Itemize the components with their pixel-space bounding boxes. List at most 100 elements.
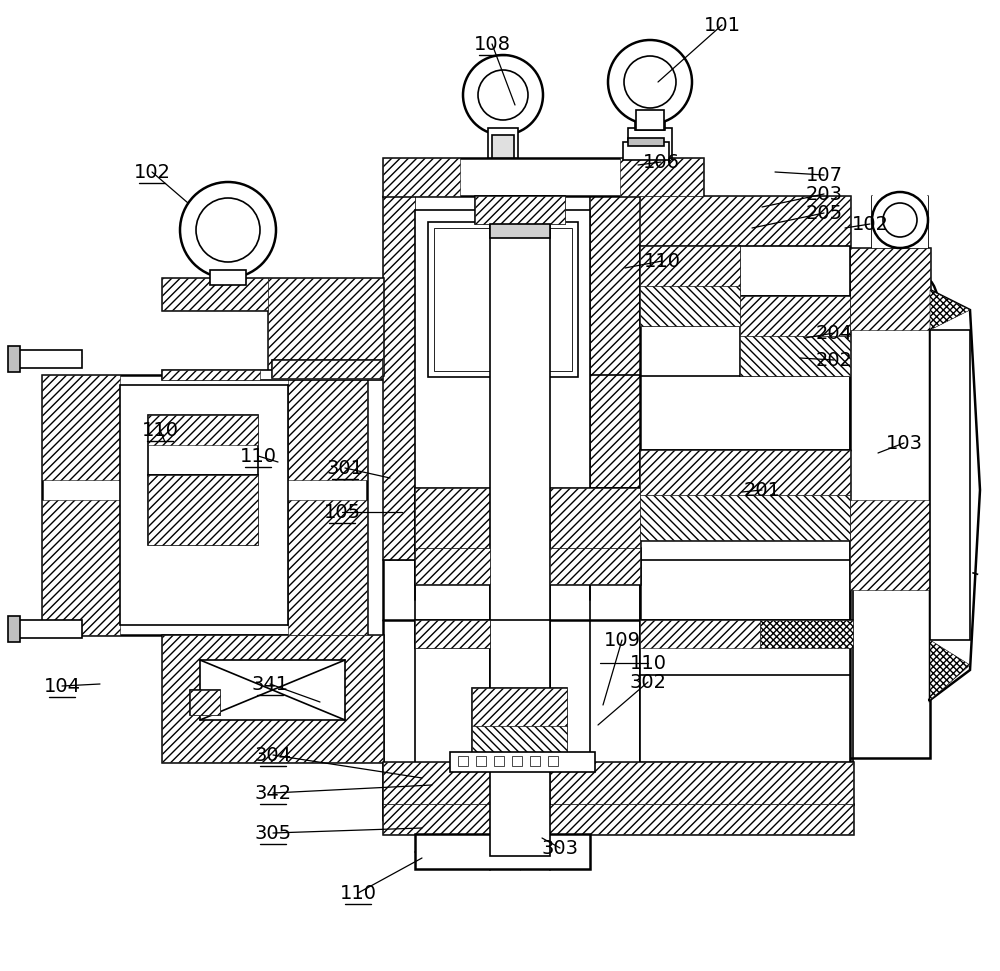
Polygon shape xyxy=(383,804,853,834)
Bar xyxy=(272,360,382,378)
Text: 301: 301 xyxy=(326,458,364,478)
Text: 102: 102 xyxy=(852,215,889,233)
Text: 110: 110 xyxy=(240,447,276,465)
Circle shape xyxy=(478,70,528,120)
Polygon shape xyxy=(268,278,383,375)
Bar xyxy=(494,756,504,766)
Bar xyxy=(415,834,590,869)
Bar xyxy=(472,688,567,763)
Polygon shape xyxy=(850,248,930,330)
Circle shape xyxy=(883,203,917,237)
Polygon shape xyxy=(550,488,640,548)
Bar xyxy=(640,648,850,762)
Text: 104: 104 xyxy=(44,677,80,695)
Bar xyxy=(8,346,20,372)
Polygon shape xyxy=(475,196,565,224)
Polygon shape xyxy=(42,375,120,480)
Polygon shape xyxy=(162,635,383,762)
Text: 304: 304 xyxy=(254,746,292,764)
Bar xyxy=(434,228,572,371)
Bar xyxy=(450,752,595,772)
Polygon shape xyxy=(148,475,258,545)
Bar xyxy=(512,756,522,766)
Polygon shape xyxy=(190,690,220,715)
Text: 205: 205 xyxy=(805,204,843,222)
Polygon shape xyxy=(640,196,850,246)
Text: 305: 305 xyxy=(254,823,292,843)
Polygon shape xyxy=(760,620,853,648)
Text: 105: 105 xyxy=(323,503,361,521)
Text: 110: 110 xyxy=(644,251,680,271)
Text: 341: 341 xyxy=(251,675,289,693)
Polygon shape xyxy=(415,548,490,584)
Bar xyxy=(458,756,468,766)
Polygon shape xyxy=(383,158,460,196)
Polygon shape xyxy=(930,640,970,700)
Bar xyxy=(120,385,288,625)
Bar xyxy=(415,620,490,648)
Bar xyxy=(190,690,220,715)
Polygon shape xyxy=(640,286,740,326)
Bar xyxy=(12,350,82,368)
Bar xyxy=(930,330,970,640)
Polygon shape xyxy=(472,688,567,726)
Polygon shape xyxy=(162,278,268,310)
Text: 102: 102 xyxy=(134,162,170,182)
Bar xyxy=(415,488,640,553)
Polygon shape xyxy=(640,495,850,540)
Bar xyxy=(492,135,514,158)
Bar xyxy=(162,370,382,380)
Polygon shape xyxy=(288,500,367,635)
Text: 201: 201 xyxy=(744,481,780,499)
Bar xyxy=(635,120,665,130)
Circle shape xyxy=(463,55,543,135)
Bar xyxy=(383,158,703,196)
Bar xyxy=(476,756,486,766)
Polygon shape xyxy=(550,762,853,804)
Polygon shape xyxy=(162,370,260,380)
Bar xyxy=(640,620,850,675)
Bar xyxy=(628,138,664,146)
Polygon shape xyxy=(740,296,850,336)
Polygon shape xyxy=(415,620,490,648)
Bar xyxy=(42,375,367,635)
Polygon shape xyxy=(42,500,120,635)
Text: 103: 103 xyxy=(886,433,922,452)
Bar xyxy=(12,620,82,638)
Bar xyxy=(740,246,850,296)
Bar xyxy=(850,248,930,758)
Bar xyxy=(148,475,258,545)
Polygon shape xyxy=(162,278,383,375)
Text: 107: 107 xyxy=(806,165,842,184)
Bar xyxy=(872,196,928,248)
Circle shape xyxy=(196,198,260,262)
Text: 202: 202 xyxy=(816,351,852,370)
Polygon shape xyxy=(930,310,968,682)
Bar xyxy=(628,128,672,158)
Polygon shape xyxy=(740,336,850,376)
Text: 302: 302 xyxy=(630,673,666,691)
Polygon shape xyxy=(640,246,740,286)
Polygon shape xyxy=(162,635,383,762)
Bar xyxy=(640,196,850,821)
Polygon shape xyxy=(383,196,415,560)
Circle shape xyxy=(180,182,276,278)
Polygon shape xyxy=(272,360,382,378)
Bar xyxy=(415,210,590,550)
Text: 106: 106 xyxy=(642,152,680,172)
Bar xyxy=(210,270,246,285)
Text: 204: 204 xyxy=(816,323,852,343)
Bar xyxy=(475,196,565,224)
Bar xyxy=(548,756,558,766)
Circle shape xyxy=(872,192,928,248)
Circle shape xyxy=(608,40,692,124)
Bar xyxy=(490,620,550,765)
Polygon shape xyxy=(590,196,640,560)
Text: 342: 342 xyxy=(254,784,292,802)
Text: 110: 110 xyxy=(340,884,376,902)
Polygon shape xyxy=(415,488,490,548)
Polygon shape xyxy=(640,450,850,495)
Bar xyxy=(383,762,853,804)
Text: 110: 110 xyxy=(630,653,666,673)
Bar xyxy=(490,196,550,856)
